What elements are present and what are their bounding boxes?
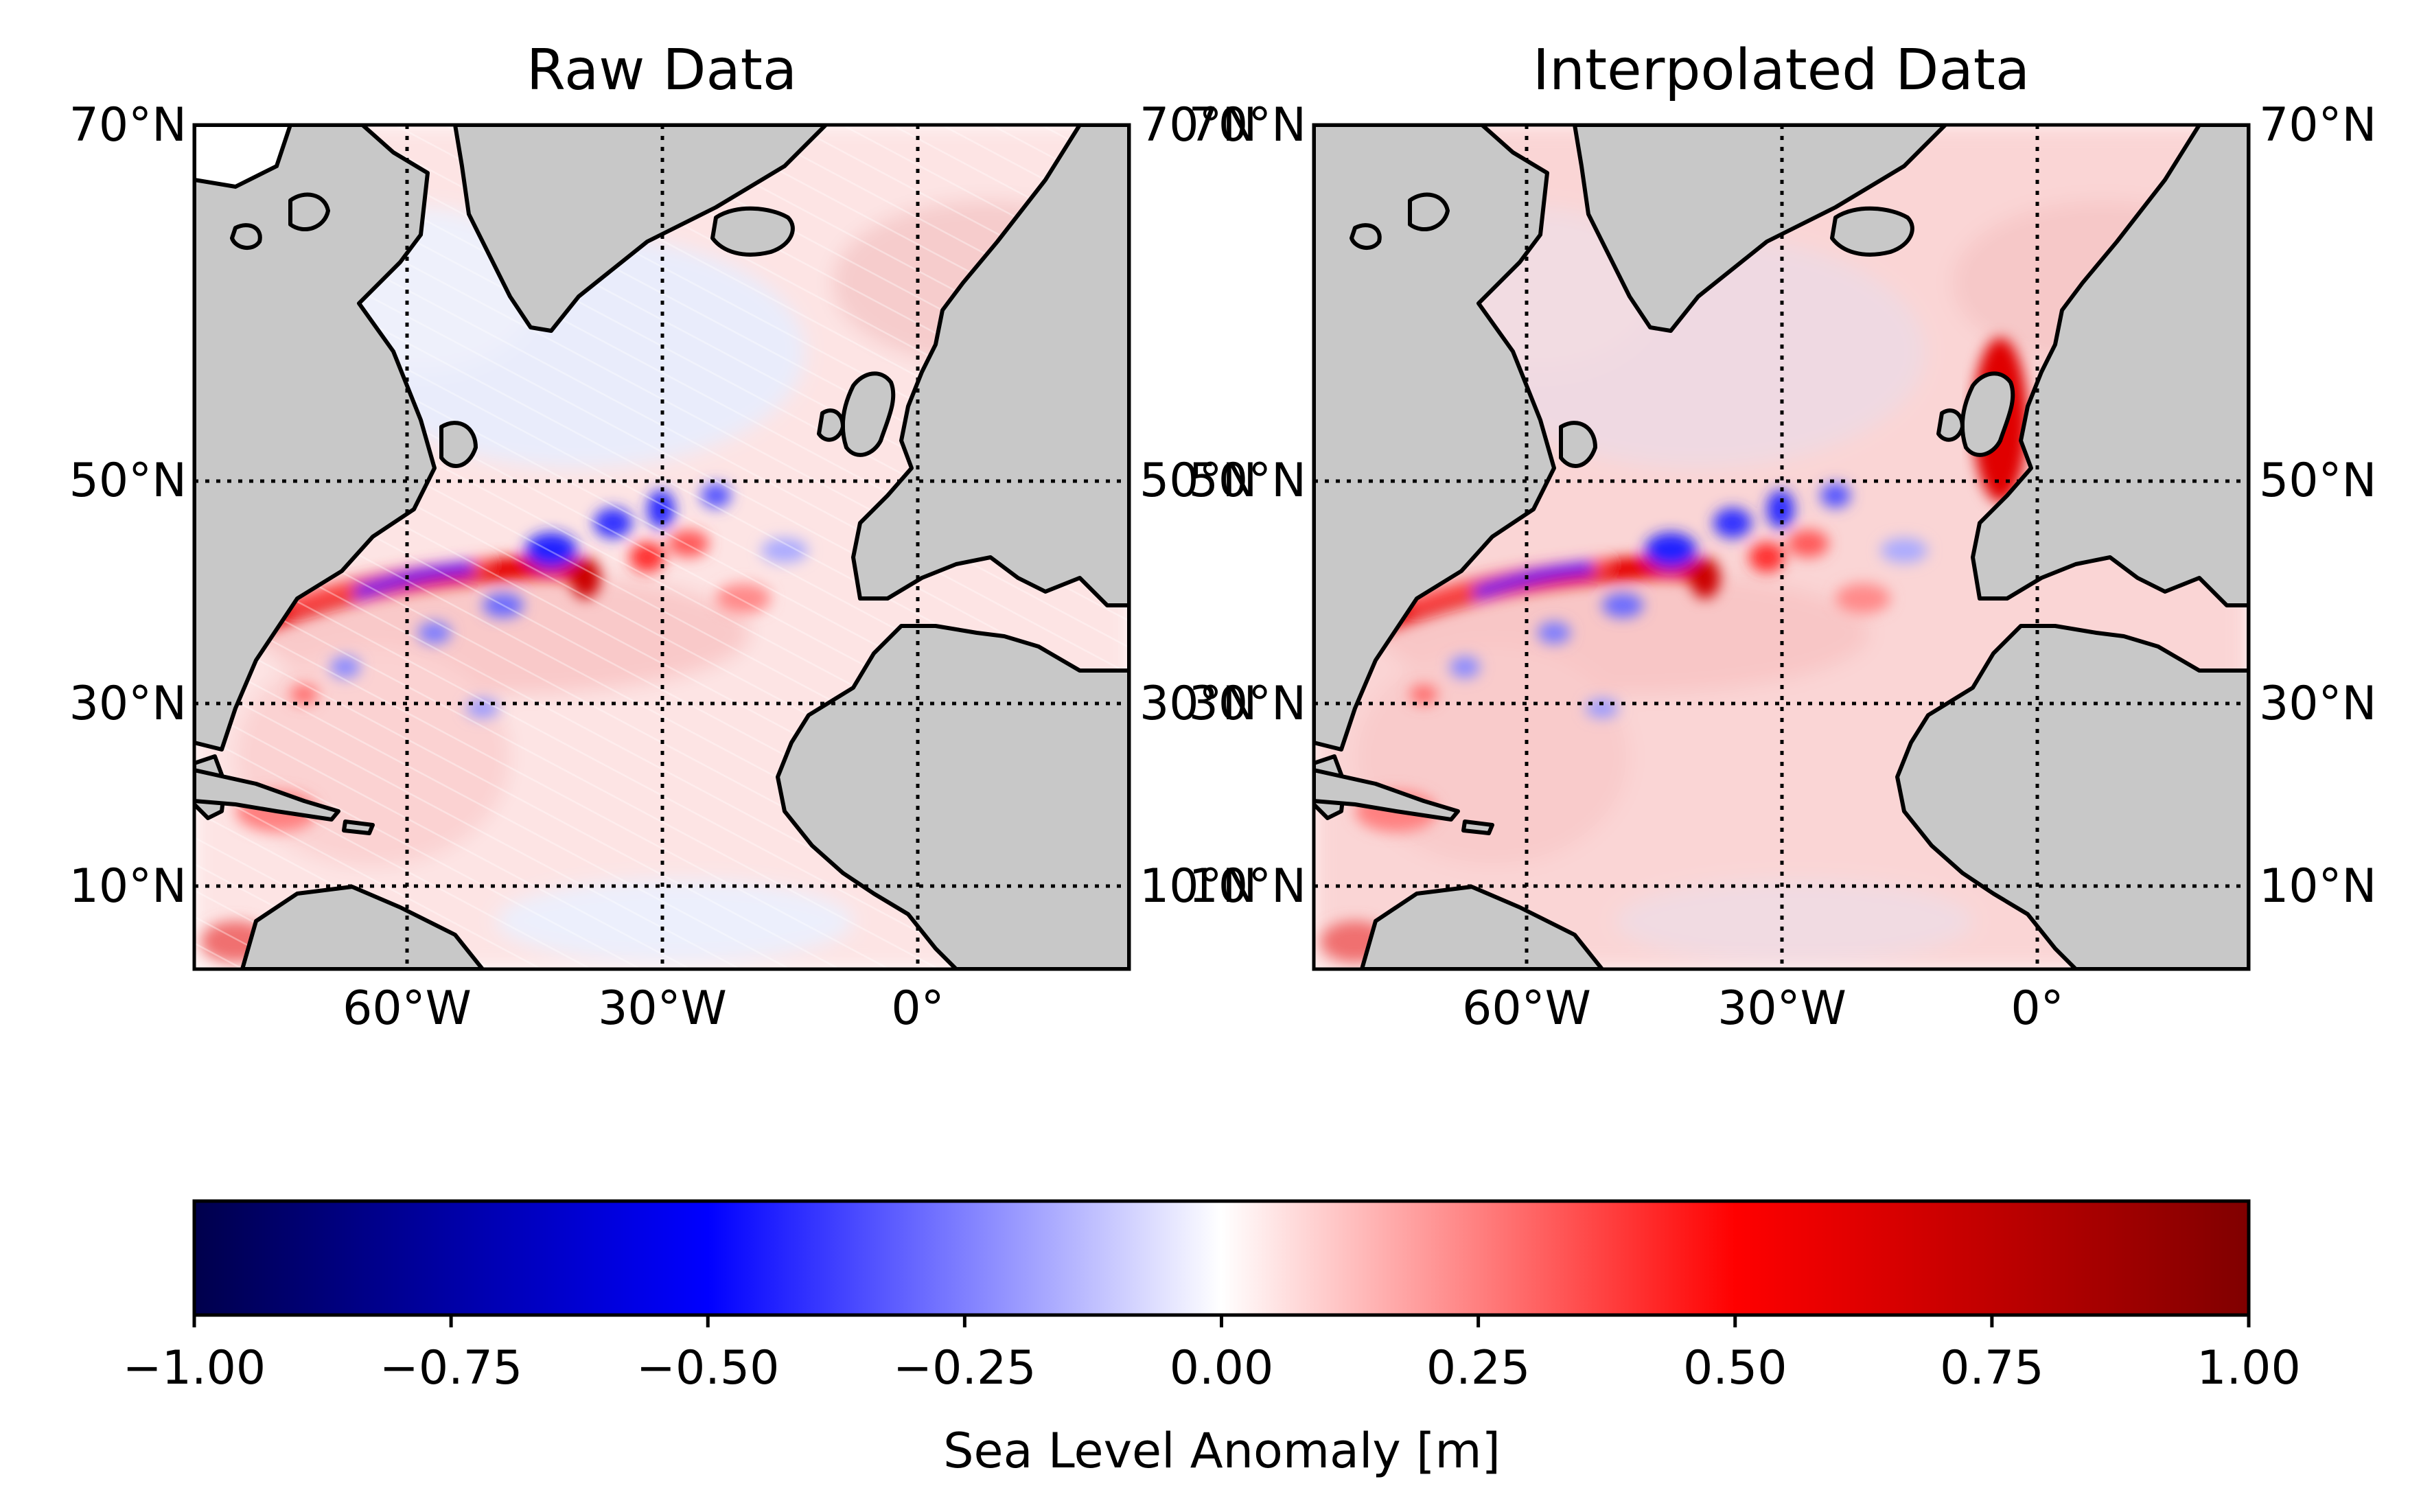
colorbar-gradient bbox=[192, 1199, 2251, 1317]
lon-label-30w: 30°W bbox=[1717, 981, 1846, 1036]
lat-label-50n-right: 50°N bbox=[1139, 454, 1257, 508]
raw-gridlines bbox=[194, 125, 1129, 969]
colorbar-tick-label: 0.75 bbox=[1940, 1341, 2043, 1395]
colorbar-tick-label: 1.00 bbox=[2197, 1341, 2300, 1395]
lon-label-0: 0° bbox=[891, 981, 944, 1036]
lat-label-50n-right: 50°N bbox=[2259, 454, 2376, 508]
panel-title: Interpolated Data bbox=[1533, 38, 2030, 103]
colorbar-tick-label: 0.00 bbox=[1170, 1341, 1273, 1395]
colorbar-tick-label: −0.50 bbox=[636, 1341, 779, 1395]
panel-title: Raw Data bbox=[526, 38, 797, 103]
lat-label-30n-right: 30°N bbox=[2259, 677, 2376, 731]
lat-label-30n: 30°N bbox=[69, 677, 187, 731]
lat-label-50n: 50°N bbox=[1189, 454, 1306, 508]
lat-label-10n-right: 10°N bbox=[1139, 859, 1257, 914]
lat-label-10n: 10°N bbox=[69, 859, 187, 914]
raw-map-frame bbox=[192, 123, 1131, 971]
lat-label-70n: 70°N bbox=[1189, 98, 1306, 152]
lon-label-60w: 60°W bbox=[343, 981, 472, 1036]
lon-label-30w: 30°W bbox=[598, 981, 727, 1036]
lat-label-50n: 50°N bbox=[69, 454, 187, 508]
panel-interpolated-data: Interpolated Data 70°N 50°N 30°N 10°N 70… bbox=[1189, 38, 2377, 1036]
lat-label-30n: 30°N bbox=[1189, 677, 1306, 731]
colorbar-label: Sea Level Anomaly [m] bbox=[943, 1423, 1501, 1479]
colorbar-tick-label: −0.75 bbox=[380, 1341, 522, 1395]
interpolated-map-frame bbox=[1312, 123, 2251, 971]
colorbar-tick-label: 0.50 bbox=[1683, 1341, 1787, 1395]
lon-label-0: 0° bbox=[2011, 981, 2063, 1036]
lat-label-70n-right: 70°N bbox=[2259, 98, 2376, 152]
lat-label-70n: 70°N bbox=[69, 98, 187, 152]
lon-label-60w: 60°W bbox=[1462, 981, 1591, 1036]
lat-label-10n-right: 10°N bbox=[2259, 859, 2376, 914]
interpolated-gridlines bbox=[1314, 125, 2249, 969]
raw-anomaly-field bbox=[194, 125, 1129, 969]
lat-label-30n-right: 30°N bbox=[1139, 677, 1257, 731]
lat-label-10n: 10°N bbox=[1189, 859, 1306, 914]
colorbar-tick-label: −0.25 bbox=[893, 1341, 1036, 1395]
colorbar-tick-label: 0.25 bbox=[1426, 1341, 1530, 1395]
colorbar: −1.00 −0.75 −0.50 −0.25 0.00 0.25 0.50 0.75 1.00… bbox=[123, 1199, 2301, 1479]
lat-label-70n-right: 70°N bbox=[1139, 98, 1257, 152]
colorbar-tick-label: −1.00 bbox=[123, 1341, 266, 1395]
interpolated-anomaly-field bbox=[1314, 125, 2249, 969]
colorbar-ticks: −1.00 −0.75 −0.50 −0.25 0.00 0.25 0.50 0.75 1.00 bbox=[123, 1315, 2301, 1395]
panel-raw-data: Raw Data 70°N 50°N 30°N 10°N 70°N 50°N 3… bbox=[69, 38, 1258, 1036]
